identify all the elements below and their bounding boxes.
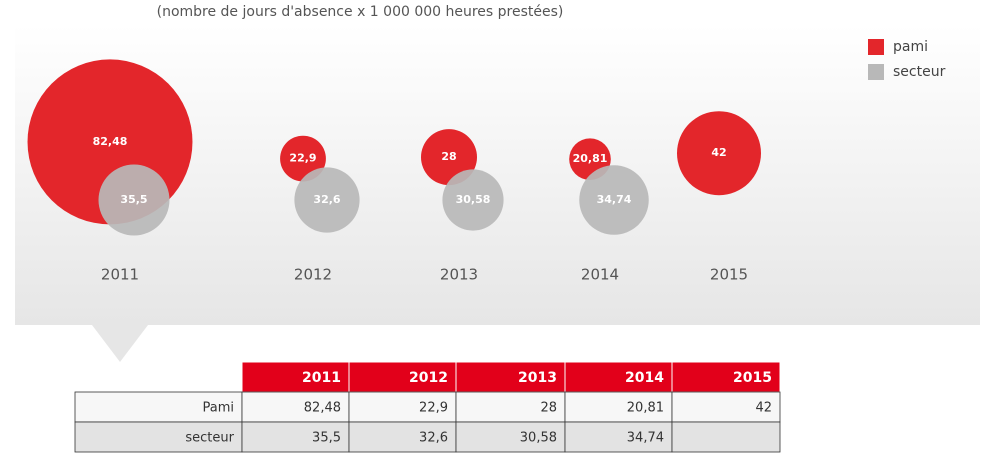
table-cell-text: 30,58 [520, 431, 557, 446]
table-cell-text: 82,48 [304, 401, 341, 416]
legend-label: secteur [893, 64, 946, 80]
table-header-cell [564, 361, 673, 393]
table-header-text: 2011 [302, 370, 341, 386]
table-header-cell [671, 361, 781, 393]
table-cell-text: 42 [755, 401, 772, 416]
table-cell-text: 35,5 [312, 431, 341, 446]
table-cell-text: 34,74 [627, 431, 664, 446]
table-cell [671, 421, 781, 453]
table-row-label: Pami [203, 401, 235, 416]
data-label: 28 [441, 150, 456, 163]
x-tick-label: 2011 [101, 266, 139, 284]
legend-swatch [868, 39, 884, 55]
table-cell-text: 28 [540, 401, 557, 416]
x-tick-label: 2013 [440, 266, 478, 284]
data-label: 30,58 [456, 193, 491, 206]
data-label: 35,5 [120, 193, 147, 206]
table-cell [74, 391, 243, 423]
table-cell-text: 20,81 [627, 401, 664, 416]
x-tick-label: 2012 [294, 266, 332, 284]
data-label: 22,9 [289, 152, 316, 165]
table-cell [74, 421, 243, 453]
bubble [98, 164, 170, 236]
table-cell [348, 421, 457, 453]
legend-swatch [868, 64, 884, 80]
subtitle: (nombre de jours d'absence x 1 000 000 h… [157, 4, 564, 20]
x-tick-label: 2014 [581, 266, 619, 284]
data-label: 32,6 [313, 193, 340, 206]
data-label: 42 [711, 146, 726, 159]
table-header-cell [348, 361, 457, 393]
table-cell-text: 32,6 [419, 431, 448, 446]
table-cell [671, 391, 781, 423]
bubble [677, 111, 761, 196]
table-cell [564, 391, 673, 423]
data-label: 34,74 [597, 193, 632, 206]
table-row-label: secteur [185, 431, 234, 446]
table-cell [564, 421, 673, 453]
panel-pointer [92, 325, 148, 362]
bubble [579, 165, 649, 235]
table-cell-text: 22,9 [419, 401, 448, 416]
table-header-text: 2013 [518, 370, 557, 386]
table-cell [455, 421, 566, 453]
table-cell [241, 421, 350, 453]
table-header-text: 2015 [733, 370, 772, 386]
data-label: 82,48 [93, 135, 128, 148]
table-header-text: 2014 [625, 370, 664, 386]
legend-label: pami [893, 39, 928, 55]
bubble [294, 167, 360, 233]
bubble [442, 169, 504, 231]
data-label: 20,81 [573, 152, 608, 165]
x-tick-label: 2015 [710, 266, 748, 284]
table-header-text: 2012 [409, 370, 448, 386]
table-cell [348, 391, 457, 423]
